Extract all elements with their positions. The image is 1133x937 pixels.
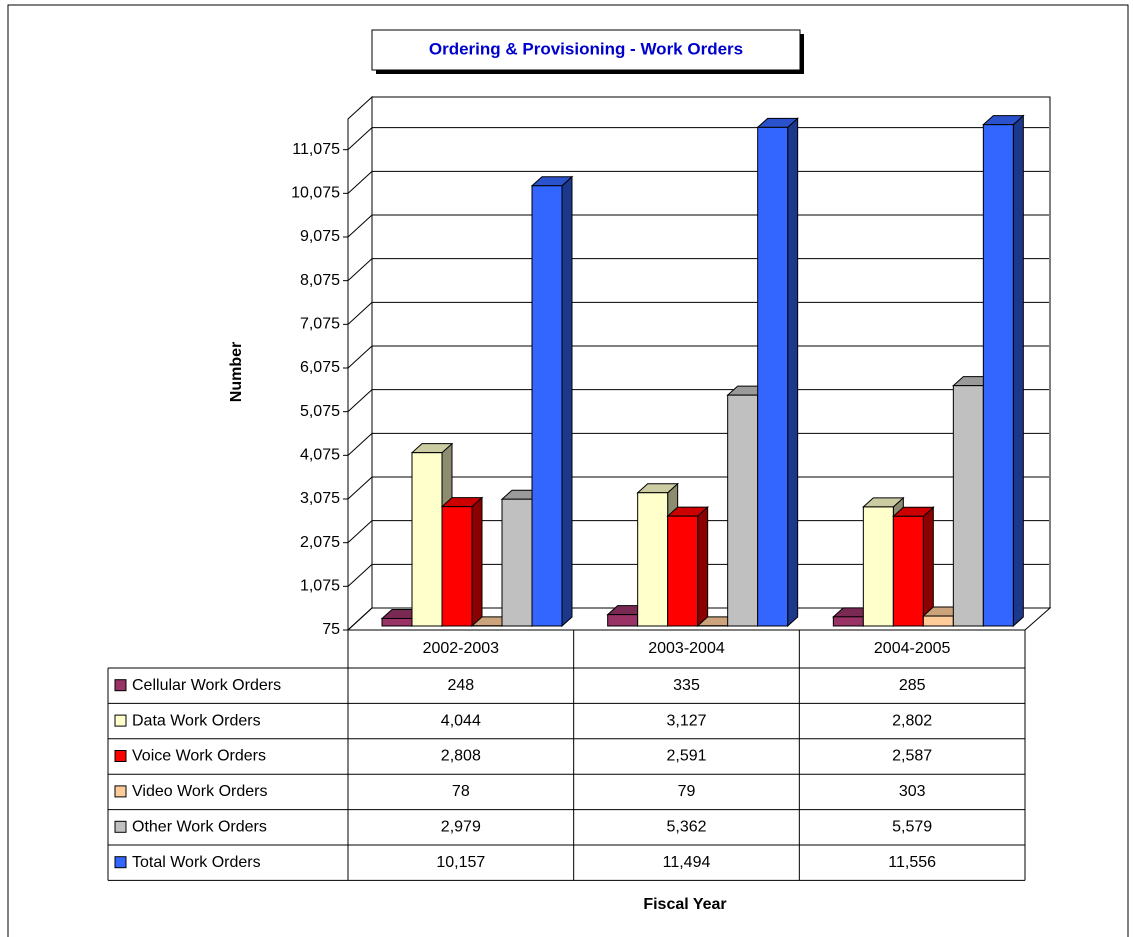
frame bbox=[7, 4, 1129, 937]
x-tick-label: 2002-2003 bbox=[423, 640, 500, 657]
grid-line bbox=[347, 389, 373, 413]
legend-label: Voice Work Orders bbox=[132, 748, 266, 765]
legend-key bbox=[114, 820, 127, 833]
bar bbox=[832, 616, 864, 627]
bar-side bbox=[697, 506, 709, 628]
legend-key bbox=[114, 785, 127, 798]
x-axis-label: Fiscal Year bbox=[643, 896, 726, 913]
legend-key bbox=[114, 679, 127, 692]
bar bbox=[607, 614, 639, 627]
legend-key bbox=[114, 750, 127, 762]
bar bbox=[757, 126, 789, 627]
bar bbox=[531, 185, 563, 627]
bar bbox=[381, 617, 413, 627]
bar bbox=[637, 492, 669, 627]
bar bbox=[441, 506, 473, 627]
grid-line bbox=[347, 301, 373, 325]
bar-side bbox=[561, 175, 573, 628]
y-tick-label: 2,075 bbox=[300, 534, 340, 551]
table-value: 3,127 bbox=[666, 712, 706, 729]
table-value: 2,979 bbox=[441, 819, 481, 836]
grid-line bbox=[347, 607, 373, 631]
bar-side bbox=[471, 496, 483, 628]
y-tick-label: 75 bbox=[322, 621, 340, 638]
x-tick-label: 2004-2005 bbox=[874, 640, 951, 657]
legend-key bbox=[114, 856, 127, 869]
legend-label: Other Work Orders bbox=[132, 819, 267, 836]
bar-side bbox=[787, 117, 799, 628]
y-axis-label: Number bbox=[228, 342, 245, 402]
table-value: 285 bbox=[899, 677, 926, 694]
grid-line bbox=[347, 563, 373, 587]
bar-side bbox=[1012, 114, 1024, 628]
table-value: 2,591 bbox=[666, 748, 706, 765]
y-tick-label: 9,075 bbox=[300, 228, 340, 245]
y-tick-label: 8,075 bbox=[300, 272, 340, 289]
table-value: 11,494 bbox=[663, 854, 711, 871]
y-tick-label: 3,075 bbox=[300, 490, 340, 507]
grid-line bbox=[347, 476, 373, 500]
bar bbox=[727, 394, 759, 627]
y-tick-label: 10,075 bbox=[291, 185, 340, 202]
legend-label: Cellular Work Orders bbox=[132, 677, 281, 694]
legend-key bbox=[114, 714, 127, 727]
y-tick-label: 11,075 bbox=[292, 141, 340, 158]
legend-label: Video Work Orders bbox=[132, 783, 267, 800]
y-tick-label: 5,075 bbox=[300, 403, 340, 420]
y-tick-label: 7,075 bbox=[300, 316, 340, 333]
grid-line bbox=[347, 432, 373, 456]
bar bbox=[922, 615, 954, 627]
table-value: 2,587 bbox=[892, 748, 932, 765]
bar bbox=[862, 506, 894, 627]
grid-line bbox=[347, 258, 373, 282]
table-value: 2,802 bbox=[892, 712, 932, 729]
bar bbox=[982, 124, 1014, 627]
legend-label: Data Work Orders bbox=[132, 712, 261, 729]
table-value: 303 bbox=[899, 783, 926, 800]
bar bbox=[411, 452, 443, 627]
grid-line bbox=[347, 214, 373, 238]
bar bbox=[892, 515, 924, 627]
y-tick-label: 6,075 bbox=[300, 359, 340, 376]
grid-line bbox=[347, 345, 373, 369]
title-box bbox=[371, 29, 801, 71]
grid-line bbox=[347, 127, 373, 151]
legend-label: Total Work Orders bbox=[132, 854, 261, 871]
table-value: 10,157 bbox=[436, 854, 485, 871]
y-tick-label: 4,075 bbox=[300, 447, 340, 464]
x-tick-label: 2003-2004 bbox=[648, 640, 725, 657]
table-value: 5,579 bbox=[892, 819, 932, 836]
bar bbox=[952, 385, 984, 627]
chart-title: Ordering & Provisioning - Work Orders bbox=[429, 39, 743, 58]
side-wall bbox=[347, 95, 373, 632]
bar bbox=[667, 515, 699, 627]
table-value: 78 bbox=[452, 783, 470, 800]
grid-line bbox=[347, 170, 373, 194]
table-value: 79 bbox=[678, 783, 696, 800]
bar bbox=[501, 498, 533, 627]
table-value: 5,362 bbox=[666, 819, 706, 836]
table-value: 248 bbox=[447, 677, 474, 694]
table-value: 11,556 bbox=[888, 854, 936, 871]
table-value: 335 bbox=[673, 677, 700, 694]
table-value: 4,044 bbox=[441, 712, 481, 729]
y-tick-label: 1,075 bbox=[300, 578, 340, 595]
grid-line bbox=[347, 520, 373, 544]
table-value: 2,808 bbox=[441, 748, 481, 765]
